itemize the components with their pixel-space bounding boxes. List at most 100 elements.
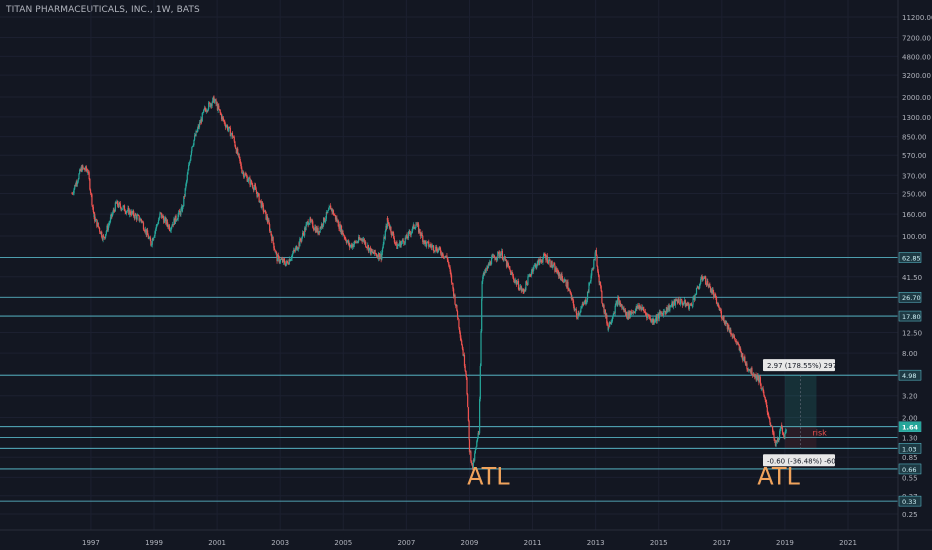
candle-body bbox=[769, 418, 771, 423]
candle-body bbox=[556, 271, 558, 274]
candle-body bbox=[119, 203, 121, 207]
candle-body bbox=[386, 218, 389, 221]
x-tick-label: 2009 bbox=[461, 539, 479, 547]
candle-body bbox=[382, 244, 384, 249]
candle-body bbox=[190, 151, 193, 156]
candle-body bbox=[522, 288, 524, 292]
candle-body bbox=[681, 302, 684, 306]
candle-body bbox=[573, 305, 575, 310]
candle-body bbox=[701, 276, 703, 280]
candle-body bbox=[585, 299, 587, 304]
x-tick-label: 2013 bbox=[587, 539, 605, 547]
candle-body bbox=[183, 196, 185, 206]
candle-body bbox=[412, 226, 414, 231]
candle-body bbox=[422, 235, 424, 243]
candle-body bbox=[521, 290, 523, 291]
candle-body bbox=[176, 220, 178, 221]
candle-body bbox=[655, 316, 657, 321]
candle-body bbox=[96, 219, 98, 227]
candle-body bbox=[279, 259, 282, 262]
candle-body bbox=[155, 225, 158, 229]
loss-label-box bbox=[763, 454, 835, 467]
candle-body bbox=[437, 248, 439, 251]
candle-body bbox=[589, 282, 591, 284]
candle-body bbox=[247, 178, 250, 181]
candle-body bbox=[568, 289, 570, 291]
candle-body bbox=[603, 305, 605, 313]
candle-body bbox=[192, 144, 194, 147]
candle-body bbox=[347, 240, 349, 242]
candle-body bbox=[698, 288, 700, 289]
candle-body bbox=[327, 210, 329, 213]
candle-body bbox=[126, 210, 128, 212]
candle-body bbox=[340, 225, 342, 232]
candle-body bbox=[430, 244, 432, 247]
candle-body bbox=[290, 259, 292, 262]
candle-body bbox=[153, 237, 155, 241]
y-tick-label: 2000.00 bbox=[902, 94, 931, 102]
candle-body bbox=[202, 112, 204, 114]
candle-body bbox=[757, 375, 759, 380]
candle-body bbox=[387, 220, 389, 223]
candle-body bbox=[127, 208, 129, 211]
x-tick-label: 2021 bbox=[839, 539, 857, 547]
candle-body bbox=[751, 367, 753, 375]
candle-body bbox=[484, 269, 486, 275]
candle-body bbox=[380, 253, 382, 260]
candle-body bbox=[92, 205, 94, 207]
candle-body bbox=[615, 302, 617, 306]
candle-body bbox=[374, 249, 376, 254]
candle-body bbox=[80, 167, 83, 172]
candle-body bbox=[546, 255, 548, 263]
candle-body bbox=[312, 221, 314, 228]
candle-body bbox=[157, 223, 159, 225]
candle-body bbox=[132, 211, 134, 214]
candle-body bbox=[543, 254, 545, 258]
candle-body bbox=[174, 215, 176, 224]
candle-body bbox=[681, 299, 683, 303]
candle-body bbox=[313, 229, 315, 230]
candle-body bbox=[739, 348, 741, 351]
candle-body bbox=[71, 193, 73, 195]
candle-body bbox=[612, 315, 614, 318]
candle-body bbox=[323, 217, 325, 226]
candle-body bbox=[252, 188, 255, 190]
candle-body bbox=[95, 219, 97, 220]
candle-body bbox=[741, 353, 743, 357]
candle-body bbox=[633, 311, 635, 313]
candle-body bbox=[531, 268, 534, 272]
candle-body bbox=[463, 354, 465, 356]
candle-body bbox=[288, 259, 290, 265]
candle-body bbox=[502, 259, 504, 260]
candle-body bbox=[601, 301, 603, 303]
candle-body bbox=[155, 228, 157, 232]
candle-body bbox=[409, 233, 412, 235]
candle-body bbox=[593, 259, 596, 261]
candle-body bbox=[244, 174, 246, 177]
candle-body bbox=[139, 218, 142, 221]
candle-body bbox=[104, 237, 106, 239]
candle-body bbox=[609, 321, 611, 324]
candle-body bbox=[203, 109, 205, 113]
candle-body bbox=[345, 237, 347, 241]
candle-body bbox=[688, 302, 690, 309]
candle-body bbox=[662, 313, 664, 317]
candle-body bbox=[644, 311, 646, 313]
candle-body bbox=[583, 301, 585, 305]
candle-body bbox=[423, 240, 425, 244]
candle-body bbox=[201, 113, 203, 122]
level-label-box bbox=[898, 443, 922, 454]
candle-body bbox=[446, 255, 448, 258]
candle-body bbox=[691, 304, 693, 306]
candle-body bbox=[311, 220, 313, 222]
candle-body bbox=[646, 314, 649, 318]
candle-body bbox=[164, 217, 166, 219]
candle-body bbox=[85, 166, 87, 171]
candle-body bbox=[467, 394, 469, 408]
candle-body bbox=[440, 253, 442, 256]
candle-body bbox=[301, 233, 304, 237]
candle-body bbox=[254, 184, 256, 186]
candle-body bbox=[358, 237, 360, 240]
candle-body bbox=[537, 259, 539, 262]
